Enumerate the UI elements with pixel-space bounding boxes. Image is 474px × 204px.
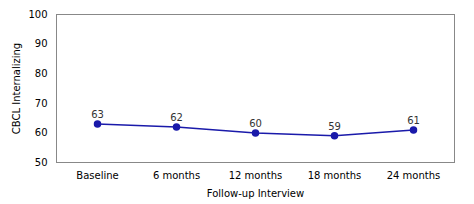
svg-text:80: 80 [35, 68, 48, 79]
svg-text:6 months: 6 months [153, 170, 200, 181]
svg-text:60: 60 [35, 127, 48, 138]
svg-text:CBCL Internalizing: CBCL Internalizing [11, 43, 22, 134]
svg-text:18 months: 18 months [308, 170, 362, 181]
svg-text:Follow-up Interview: Follow-up Interview [207, 188, 304, 199]
svg-text:70: 70 [35, 98, 48, 109]
svg-text:63: 63 [91, 109, 104, 120]
svg-text:12 months: 12 months [229, 170, 283, 181]
svg-text:24 months: 24 months [387, 170, 441, 181]
svg-text:50: 50 [35, 157, 48, 168]
svg-text:62: 62 [170, 112, 183, 123]
svg-text:60: 60 [249, 118, 262, 129]
svg-text:100: 100 [28, 9, 47, 20]
svg-text:Baseline: Baseline [76, 170, 118, 181]
svg-text:90: 90 [35, 38, 48, 49]
svg-text:61: 61 [407, 115, 420, 126]
svg-text:59: 59 [328, 121, 341, 132]
